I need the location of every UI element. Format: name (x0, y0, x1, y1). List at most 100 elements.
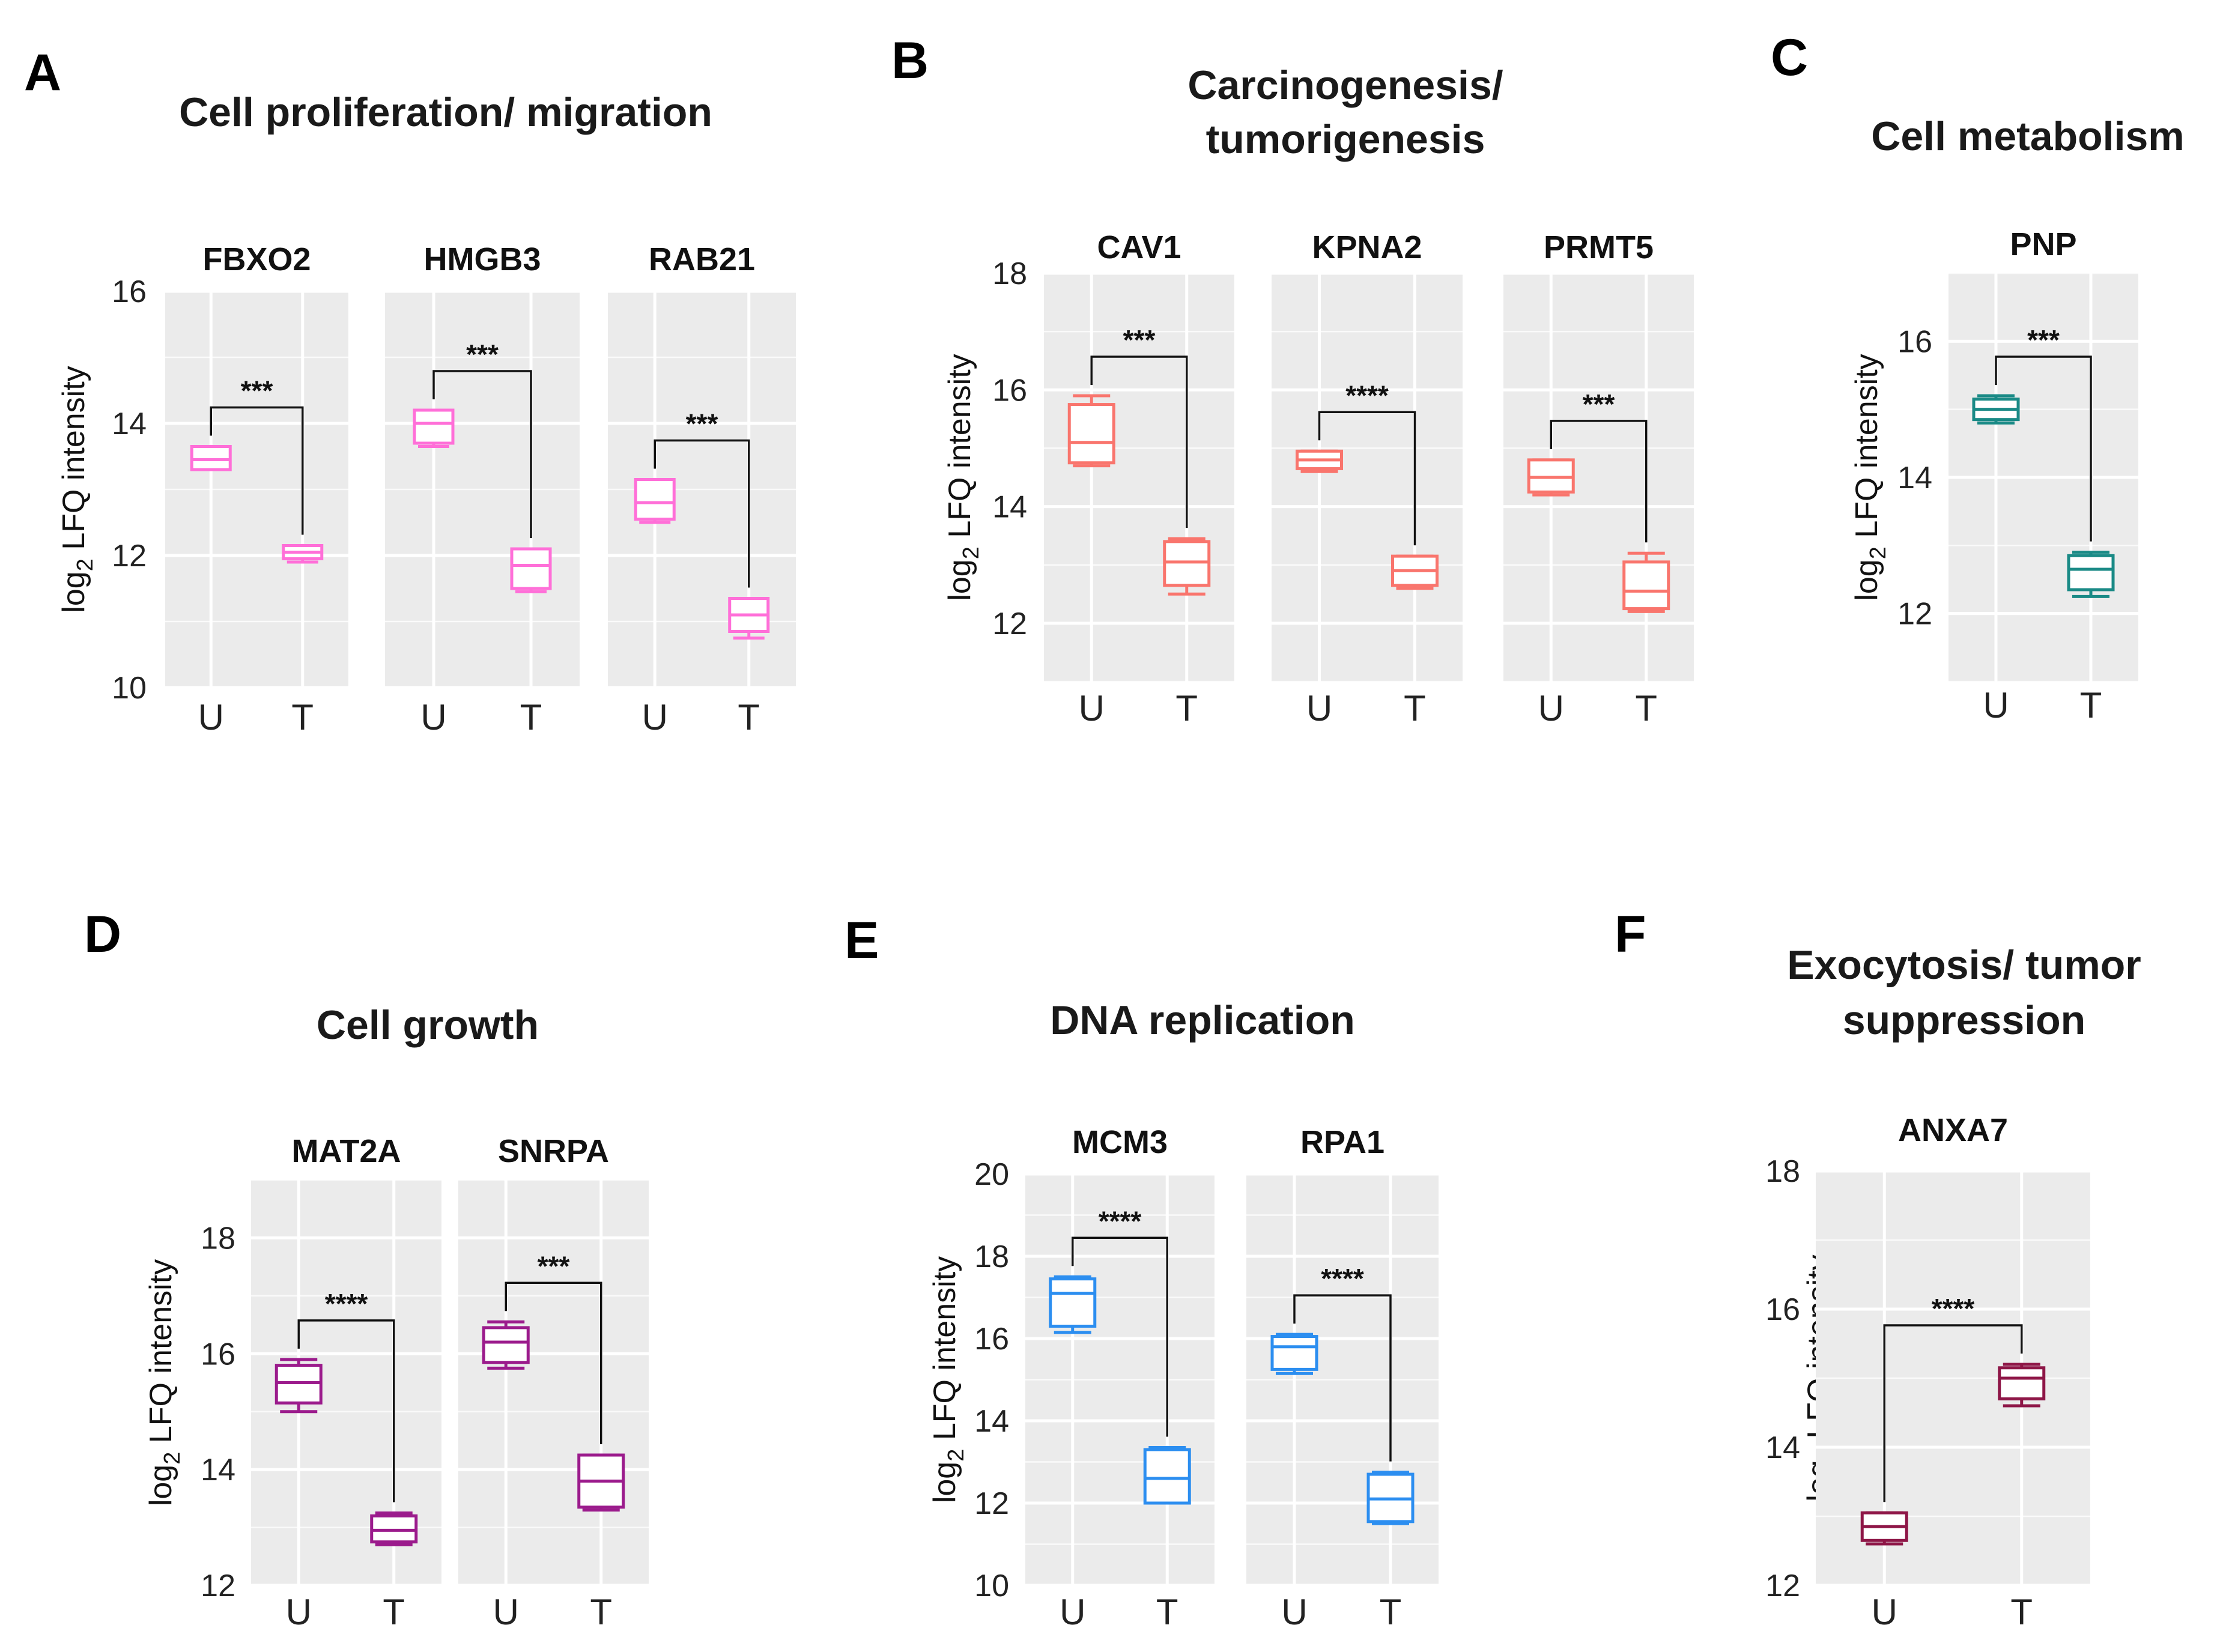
significance-bracket (1318, 411, 1416, 546)
x-tick-label-t: T (1156, 1592, 1178, 1632)
x-tick-label-t: T (738, 697, 760, 737)
panel-letter-f: F (1615, 906, 1646, 963)
x-tick-label-t: T (1175, 688, 1198, 728)
box-prmt5-t (1622, 551, 1670, 613)
y-tick-label-c-12: 12 (1897, 597, 1932, 632)
significance-label-cav1: *** (1123, 324, 1156, 356)
gene-label-anxa7: ANXA7 (1898, 1112, 2008, 1148)
subplot-snrpa: U T SNRPA *** (458, 1133, 649, 1632)
significance-label-hmgb3: *** (466, 339, 499, 370)
subplot-prmt5: U T PRMT5 *** (1503, 229, 1694, 728)
y-axis-label-log: log (927, 1462, 962, 1503)
box-cav1-u (1067, 394, 1115, 468)
box-snrpa-u (482, 1320, 530, 1370)
significance-bracket (1995, 356, 2092, 542)
gene-label-prmt5: PRMT5 (1544, 229, 1654, 265)
box-iqr (482, 1326, 530, 1364)
box-hmgb3-t (510, 547, 552, 593)
panel-title-a: Cell proliferation/ migration (179, 89, 712, 135)
y-tick-label-a-10: 10 (112, 671, 147, 706)
significance-label-snrpa: *** (538, 1250, 570, 1281)
significance-bracket (297, 1319, 395, 1502)
panel-title-c: Cell metabolism (1871, 113, 2185, 159)
x-tick-label-u: U (642, 697, 668, 737)
box-iqr (634, 478, 676, 521)
x-tick-label-t: T (2010, 1592, 2033, 1632)
box-mat2a-u (274, 1358, 323, 1414)
plot-background-snrpa (458, 1180, 649, 1585)
y-tick-label-f-18: 18 (1765, 1154, 1800, 1189)
significance-bracket (505, 1281, 602, 1445)
box-iqr (510, 547, 552, 590)
y-axis-label-subscript: 2 (73, 558, 98, 571)
box-iqr (1270, 1335, 1318, 1371)
panel-d: D Cell growth log2 LFQ intensity 12 14 16 18 U T… (84, 906, 649, 1632)
y-tick-label-d-18: 18 (201, 1221, 235, 1256)
panel-title-b-line-2: tumorigenesis (1206, 116, 1485, 162)
box-iqr (190, 445, 232, 471)
gene-label-mcm3: MCM3 (1072, 1124, 1168, 1160)
box-kpna2-u (1296, 449, 1343, 473)
gene-label-pnp: PNP (2010, 226, 2076, 262)
significance-bracket (1293, 1294, 1392, 1462)
box-anxa7-t (1998, 1363, 2046, 1408)
x-tick-label-t: T (1635, 688, 1657, 728)
y-axis-label-subscript: 2 (1866, 546, 1891, 559)
panel-letter-d: D (84, 906, 121, 963)
gene-label-fbxo2: FBXO2 (202, 241, 311, 277)
y-tick-label-e-10: 10 (974, 1569, 1009, 1603)
box-iqr (1067, 403, 1115, 465)
y-tick-label-e-14: 14 (974, 1404, 1009, 1439)
gene-label-mat2a: MAT2A (292, 1133, 401, 1169)
panel-a: A Cell proliferation/ migration log2 LFQ i… (24, 44, 796, 737)
significance-bracket (1883, 1324, 2023, 1502)
significance-bracket (654, 439, 750, 588)
x-tick-label-t: T (2080, 685, 2102, 725)
y-tick-label-f-14: 14 (1765, 1430, 1800, 1465)
gene-label-cav1: CAV1 (1097, 229, 1181, 265)
x-tick-label-u: U (1079, 688, 1105, 728)
x-tick-label-t: T (1380, 1592, 1402, 1632)
y-tick-label-b-16: 16 (992, 373, 1027, 408)
gene-label-rab21: RAB21 (649, 241, 755, 277)
panel-letter-e: E (845, 912, 879, 969)
box-hmgb3-u (413, 408, 455, 448)
significance-label-mat2a: **** (325, 1288, 368, 1319)
panel-b: B Carcinogenesis/tumorigenesis log2 LFQ in… (891, 32, 1694, 728)
box-rpa1-u (1270, 1333, 1318, 1375)
gene-label-snrpa: SNRPA (498, 1133, 609, 1169)
y-axis-label-subscript: 2 (160, 1452, 185, 1465)
panel-letter-b: B (891, 32, 929, 89)
y-tick-label-a-12: 12 (112, 539, 147, 573)
y-tick-label-a-14: 14 (112, 407, 147, 441)
subplot-pnp: U T PNP *** (1949, 226, 2138, 725)
gene-label-rpa1: RPA1 (1300, 1124, 1384, 1160)
box-iqr (1143, 1448, 1191, 1505)
y-tick-label-e-16: 16 (974, 1322, 1009, 1357)
plot-background-kpna2 (1272, 273, 1463, 682)
x-tick-label-u: U (493, 1592, 519, 1632)
subplot-kpna2: U T KPNA2 **** (1272, 229, 1463, 728)
significance-label-rab21: *** (686, 408, 718, 440)
x-tick-label-u: U (1060, 1592, 1085, 1632)
panel-title-d: Cell growth (317, 1002, 539, 1048)
significance-label-mcm3: **** (1099, 1205, 1142, 1236)
box-rab21-u (634, 478, 676, 524)
box-kpna2-t (1391, 554, 1439, 590)
y-axis-label-subscript: 2 (944, 1449, 969, 1462)
box-pnp-u (1972, 394, 2020, 425)
y-tick-label-a-16: 16 (112, 274, 147, 309)
y-tick-label-b-14: 14 (992, 490, 1027, 525)
box-mcm3-t (1143, 1446, 1191, 1505)
significance-label-pnp: *** (2027, 324, 2060, 356)
x-tick-label-u: U (198, 697, 224, 737)
box-iqr (1049, 1277, 1097, 1328)
box-prmt5-u (1527, 458, 1575, 497)
plot-background-cav1 (1044, 273, 1234, 682)
box-iqr (1622, 560, 1670, 611)
y-tick-label-f-16: 16 (1765, 1292, 1800, 1327)
significance-label-fbxo2: *** (241, 375, 273, 407)
box-rab21-t (728, 597, 770, 640)
